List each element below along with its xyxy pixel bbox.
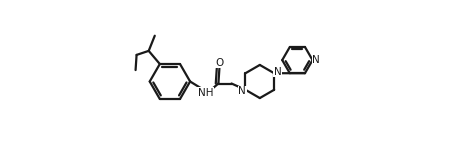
Text: N: N [312, 55, 320, 65]
Text: NH: NH [197, 88, 213, 98]
Text: N: N [274, 67, 281, 77]
Text: O: O [215, 58, 223, 68]
Text: N: N [239, 86, 246, 96]
